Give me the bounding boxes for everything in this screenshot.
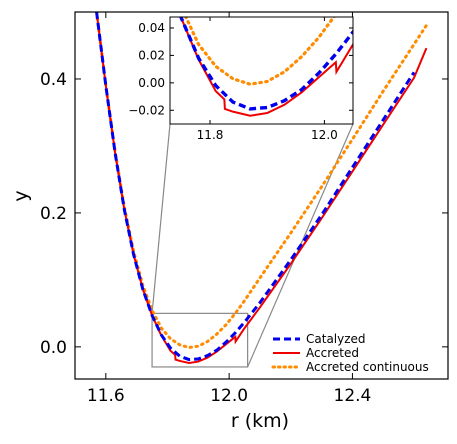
- zoom-rectangle: [151, 312, 249, 368]
- main-series-group: [95, 12, 428, 364]
- inset-series-line-accreted: [179, 17, 353, 117]
- x-axis-label: r (km): [231, 410, 289, 432]
- inset-series-group: [179, 17, 353, 117]
- zoom-connector-left: [151, 123, 171, 314]
- y-tick-label: 0.4: [40, 70, 67, 90]
- x-tick-label: 12.4: [334, 386, 372, 406]
- inset-plot: 11.8 12.0 −0.02 0.00 0.02 0.04: [128, 16, 354, 142]
- x-tick-label: 12.0: [210, 386, 248, 406]
- inset-y-tick-label: 0.02: [138, 48, 165, 62]
- inset-x-tick-label: 12.0: [311, 128, 338, 142]
- legend: Catalyzed Accreted Accreted continuous: [271, 332, 429, 374]
- series-line-catalyzed: [95, 12, 416, 362]
- y-tick-label: 0.2: [40, 204, 67, 224]
- inset-series-line-accreted-continuous: [184, 17, 336, 86]
- inset-y-tick-label: 0.00: [138, 76, 165, 90]
- inset-axis-ticks: 11.8 12.0 −0.02 0.00 0.02 0.04: [128, 17, 353, 142]
- main-axis-ticks: 11.6 12.0 12.4 0.0 0.2 0.4: [40, 12, 448, 406]
- inset-frame: [169, 16, 354, 125]
- y-tick-label: 0.0: [40, 338, 67, 358]
- y-axis-label: y: [10, 190, 32, 201]
- legend-label-accreted: Accreted: [306, 346, 359, 360]
- inset-background: [170, 17, 353, 124]
- plot-frame: [74, 11, 449, 380]
- x-tick-label: 11.6: [87, 386, 125, 406]
- inset-y-tick-label: 0.04: [138, 21, 165, 35]
- inset-x-tick-label: 11.8: [197, 128, 224, 142]
- legend-label-catalyzed: Catalyzed: [306, 332, 366, 346]
- legend-label-accreted-continuous: Accreted continuous: [306, 360, 429, 374]
- inset-y-tick-label: −0.02: [128, 103, 165, 117]
